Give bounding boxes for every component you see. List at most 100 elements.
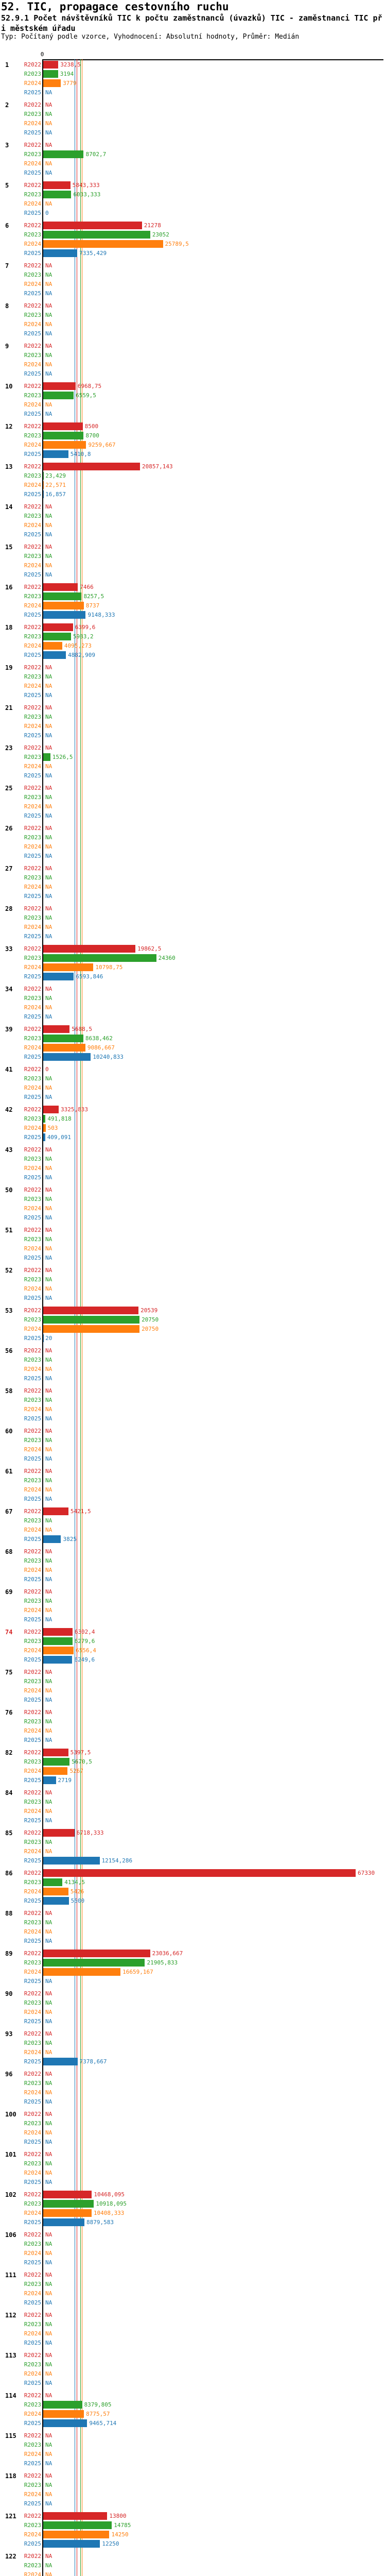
value-label: 6968,75 [77, 383, 102, 389]
series-row-label: R2025 [24, 772, 41, 779]
value-bar [43, 1535, 61, 1543]
group-id: 115 [5, 2432, 16, 2439]
value-label: NA [45, 2241, 52, 2247]
value-bar [43, 753, 50, 761]
value-label: 4095,273 [64, 642, 92, 649]
series-row-label: R2023 [24, 2562, 41, 2569]
series-row-label: R2024 [24, 2129, 41, 2136]
value-label: NA [45, 2018, 52, 2025]
value-label: NA [45, 1567, 52, 1573]
value-label: NA [45, 2170, 52, 2176]
series-row-label: R2022 [24, 2231, 41, 2238]
series-row-label: R2025 [24, 1335, 41, 1342]
series-row-label: R2022 [24, 584, 41, 590]
value-bar [43, 973, 74, 980]
value-bar [43, 382, 76, 390]
group-id: 88 [5, 1910, 13, 1917]
series-row-label: R2024 [24, 321, 41, 328]
series-row-label: R2025 [24, 1094, 41, 1100]
value-bar [43, 1053, 91, 1061]
series-row-label: R2024 [24, 924, 41, 930]
group-id: 67 [5, 1508, 13, 1515]
series-row-label: R2025 [24, 2098, 41, 2105]
value-label: NA [45, 1437, 52, 1444]
value-label: NA [45, 933, 52, 940]
value-bar [43, 150, 84, 158]
value-label: NA [45, 1978, 52, 1985]
value-label: NA [45, 2151, 52, 2158]
group-id: 52 [5, 1267, 13, 1274]
group-id: 14 [5, 503, 13, 511]
series-row-label: R2023 [24, 1236, 41, 1243]
value-label: 6279,6 [74, 1638, 95, 1645]
value-bar [43, 450, 68, 458]
value-label: NA [45, 1295, 52, 1301]
group-id: 90 [5, 1990, 13, 1997]
value-bar [43, 633, 71, 640]
group-id: 42 [5, 1106, 13, 1113]
value-label: NA [45, 843, 52, 850]
value-label: 503 [47, 1125, 58, 1131]
value-label: NA [45, 1004, 52, 1011]
group-id: 5 [5, 182, 9, 189]
series-row-label: R2025 [24, 1214, 41, 1221]
value-label: NA [45, 321, 52, 328]
value-label: NA [45, 1415, 52, 1422]
series-row-label: R2024 [24, 1888, 41, 1895]
value-bar [43, 1758, 70, 1766]
series-row-label: R2022 [24, 1307, 41, 1314]
indicator-title: 52.9.1 Počet návštěvníků TIC k počtu zam… [1, 13, 382, 33]
series-row-label: R2024 [24, 80, 41, 87]
series-row-label: R2022 [24, 1387, 41, 1394]
series-row-label: R2024 [24, 1004, 41, 1011]
value-label: NA [45, 732, 52, 739]
value-bar [43, 1325, 140, 1333]
series-row-label: R2024 [24, 2009, 41, 2015]
value-label: 491,818 [47, 1115, 72, 1122]
series-row-label: R2023 [24, 553, 41, 560]
value-label: NA [45, 1357, 52, 1363]
series-row-label: R2023 [24, 1156, 41, 1162]
series-row-label: R2022 [24, 1789, 41, 1796]
value-label: 14785 [114, 2522, 131, 2529]
series-row-label: R2022 [24, 1588, 41, 1595]
series-row-label: R2025 [24, 290, 41, 297]
group-id: 16 [5, 584, 13, 591]
value-label: NA [45, 865, 52, 872]
value-label: NA [45, 1214, 52, 1221]
value-label: NA [45, 2460, 52, 2467]
value-label: 2719 [58, 1777, 72, 1784]
series-row-label: R2022 [24, 262, 41, 269]
series-row-label: R2023 [24, 673, 41, 680]
value-bar [43, 249, 78, 257]
series-row-label: R2023 [24, 2120, 41, 2127]
value-label: NA [45, 2432, 52, 2439]
series-row-label: R2022 [24, 1267, 41, 1274]
value-label: NA [45, 522, 52, 529]
series-row-label: R2025 [24, 1295, 41, 1301]
value-label: NA [45, 571, 52, 578]
series-row-label: R2022 [24, 423, 41, 430]
value-bar [43, 2512, 108, 2520]
value-label: NA [45, 2442, 52, 2448]
value-label: NA [45, 1486, 52, 1493]
value-label: NA [45, 302, 52, 309]
series-row-label: R2024 [24, 2411, 41, 2417]
value-label: NA [45, 2009, 52, 2015]
group-id: 89 [5, 1950, 13, 1957]
value-bar [43, 1950, 150, 1957]
value-label: NA [45, 2272, 52, 2278]
group-id: 7 [5, 262, 9, 269]
series-row-label: R2022 [24, 182, 41, 189]
value-label: 24360 [158, 955, 176, 961]
value-label: 7466 [80, 584, 94, 590]
value-bar [43, 1749, 68, 1756]
series-row-label: R2023 [24, 1999, 41, 2006]
value-bar [43, 2191, 92, 2198]
series-row-label: R2023 [24, 1517, 41, 1524]
series-row-label: R2023 [24, 2241, 41, 2247]
value-label: NA [45, 1990, 52, 1997]
value-label: NA [45, 1616, 52, 1623]
value-label: 9465,714 [89, 2420, 117, 2427]
series-row-label: R2025 [24, 732, 41, 739]
